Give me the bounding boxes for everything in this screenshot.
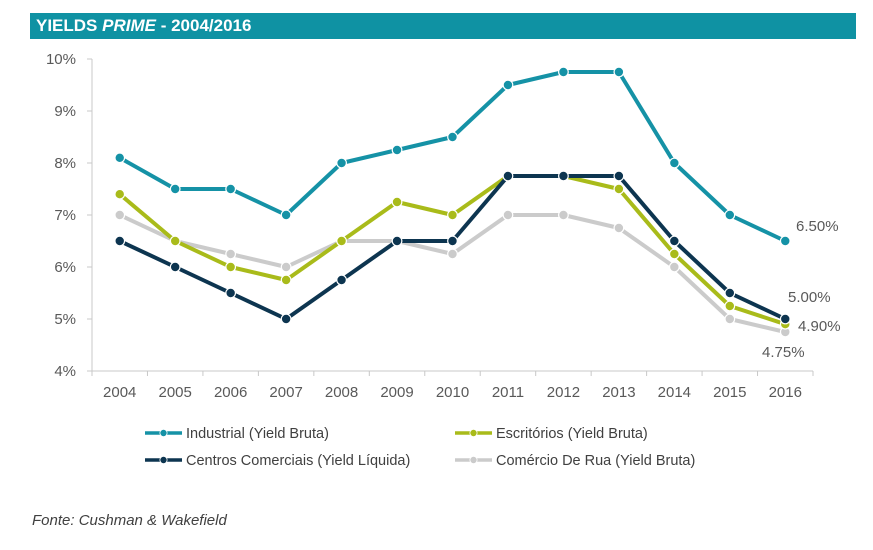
x-axis-ticks: 2004 2005 2006 2007 2008 2009 2010 2011 2012 2013…: [103, 384, 802, 401]
x-tick-label: 2004: [103, 384, 136, 401]
data-point: [391, 196, 403, 208]
data-point: [613, 222, 625, 234]
data-point: [502, 170, 514, 182]
series-1: [114, 66, 791, 247]
x-tick-label: 2009: [380, 384, 413, 401]
legend-item: Centros Comerciais (Yield Líquida): [145, 453, 410, 469]
legend-swatch-marker: [469, 428, 478, 437]
data-point: [668, 235, 680, 247]
series-2: [114, 170, 791, 330]
legend-swatch-marker: [159, 428, 168, 437]
x-tick-label: 2005: [159, 384, 192, 401]
y-tick-label: 9%: [54, 103, 76, 120]
data-point: [447, 131, 458, 143]
legend: Industrial (Yield Bruta) Escritórios (Yie…: [145, 426, 695, 469]
x-tick-label: 2011: [492, 384, 524, 401]
title-tail: - 2004/2016: [155, 16, 252, 35]
data-point: [225, 183, 237, 195]
series-line: [117, 174, 788, 321]
data-point: [336, 274, 347, 286]
data-point: [169, 235, 181, 247]
x-tick-label: 2010: [436, 384, 469, 401]
legend-label: Industrial (Yield Bruta): [186, 426, 329, 442]
x-tick-label: 2008: [325, 384, 358, 401]
data-point: [613, 170, 625, 182]
data-point: [280, 313, 292, 325]
legend-swatch-marker: [469, 455, 478, 464]
data-point: [391, 144, 403, 156]
data-point: [502, 79, 514, 91]
annotation-label: 5.00%: [788, 289, 831, 306]
data-point: [225, 261, 237, 273]
data-point: [613, 183, 625, 195]
y-tick-label: 7%: [54, 207, 76, 224]
data-point: [336, 157, 347, 169]
data-point: [391, 235, 403, 247]
series-4: [114, 209, 791, 338]
data-point: [724, 300, 736, 312]
data-point: [447, 248, 458, 260]
y-tick-label: 10%: [46, 51, 76, 68]
data-point: [668, 248, 680, 260]
legend-label: Comércio De Rua (Yield Bruta): [496, 453, 695, 469]
x-tick-label: 2015: [713, 384, 746, 401]
legend-item: Comércio De Rua (Yield Bruta): [455, 453, 695, 469]
data-point: [558, 170, 569, 182]
title-italic: PRIME: [102, 16, 156, 35]
legend-item: Industrial (Yield Bruta): [145, 426, 329, 442]
data-point: [447, 209, 458, 221]
data-point: [558, 209, 569, 221]
data-point: [336, 235, 347, 247]
data-point: [114, 235, 126, 247]
y-tick-label: 6%: [54, 259, 76, 276]
data-point: [114, 152, 126, 164]
data-point: [280, 274, 292, 286]
x-tick-label: 2012: [547, 384, 580, 401]
data-point: [114, 188, 126, 200]
series-layer: [114, 66, 791, 338]
legend-swatch-marker: [159, 455, 168, 464]
data-point: [280, 209, 292, 221]
y-tick-label: 5%: [54, 311, 76, 328]
data-point: [280, 261, 292, 273]
data-point: [724, 209, 736, 221]
chart-title: YIELDS PRIME - 2004/2016: [30, 13, 856, 39]
y-axis-ticks: 4% 5% 6% 7% 8% 9% 10%: [46, 51, 76, 380]
x-tick-label: 2007: [269, 384, 302, 401]
data-point: [613, 66, 625, 78]
data-point: [668, 261, 680, 273]
data-point: [225, 248, 237, 260]
data-point: [724, 287, 736, 299]
x-tick-label: 2006: [214, 384, 247, 401]
x-tick-label: 2013: [602, 384, 635, 401]
source-note: Fonte: Cushman & Wakefield: [32, 512, 227, 529]
data-point: [169, 183, 181, 195]
series-line: [117, 213, 788, 334]
data-point: [779, 235, 791, 247]
data-point: [558, 66, 569, 78]
data-point: [169, 261, 181, 273]
data-point: [502, 209, 514, 221]
series-3: [114, 170, 791, 325]
axes: [87, 58, 814, 376]
x-tick-label: 2014: [658, 384, 691, 401]
legend-label: Escritórios (Yield Bruta): [496, 426, 648, 442]
y-tick-label: 4%: [54, 363, 76, 380]
y-tick-label: 8%: [54, 155, 76, 172]
data-point: [724, 313, 736, 325]
data-point: [668, 157, 680, 169]
annotation-label: 4.75%: [762, 344, 805, 361]
title-main: YIELDS: [36, 16, 103, 35]
legend-label: Centros Comerciais (Yield Líquida): [186, 453, 410, 469]
annotation-label: 6.50%: [796, 218, 839, 235]
data-point: [779, 313, 791, 325]
data-point: [114, 209, 126, 221]
legend-item: Escritórios (Yield Bruta): [455, 426, 648, 442]
annotation-label: 4.90%: [798, 318, 841, 335]
data-point: [447, 235, 458, 247]
x-tick-label: 2016: [769, 384, 802, 401]
data-point: [225, 287, 237, 299]
annotations: 6.50% 5.00% 4.90% 4.75%: [762, 218, 841, 361]
